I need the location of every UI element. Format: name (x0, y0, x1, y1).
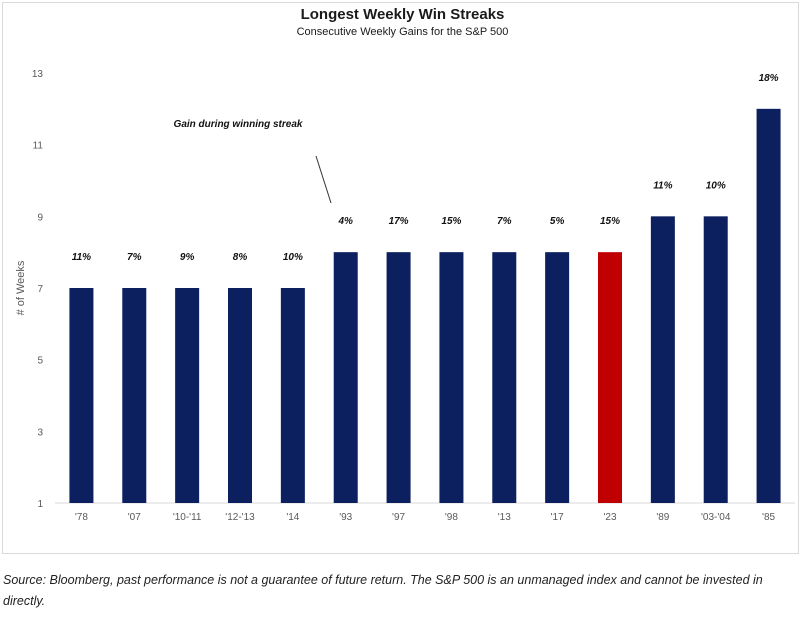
x-tick-label: '07 (128, 512, 141, 523)
data-label: 5% (550, 216, 565, 227)
bar (598, 252, 622, 503)
y-tick-label: 11 (33, 141, 44, 152)
data-label: 9% (180, 252, 195, 263)
annotation-text: Gain during winning streak (174, 119, 303, 130)
chart-title: Longest Weekly Win Streaks (300, 6, 505, 23)
x-tick-label: '10-'11 (173, 512, 202, 523)
bar (122, 288, 147, 503)
bar (69, 288, 94, 503)
x-tick-label: '13 (498, 512, 511, 523)
x-tick-label: '14 (286, 512, 299, 523)
y-axis-title: # of Weeks (15, 260, 27, 315)
bar (756, 108, 781, 503)
bar (703, 216, 728, 504)
x-tick-label: '93 (339, 512, 352, 523)
bar (439, 252, 464, 503)
x-tick-label: '78 (75, 512, 88, 523)
x-tick-label: '12-'13 (225, 512, 255, 523)
x-tick-label: '98 (445, 512, 458, 523)
data-label: 15% (441, 216, 461, 227)
annotation-leader-line (315, 155, 332, 204)
bar (175, 288, 200, 503)
x-tick-label: '85 (762, 512, 775, 523)
data-label: 7% (127, 252, 142, 263)
data-label: 18% (759, 73, 779, 84)
data-label: 15% (600, 216, 620, 227)
bar (545, 252, 570, 503)
bar (333, 252, 358, 503)
bar (386, 252, 411, 503)
y-tick-label: 9 (37, 212, 43, 223)
data-label: 4% (337, 216, 353, 227)
data-label: 11% (653, 180, 672, 191)
data-label: 17% (389, 216, 409, 227)
bar (650, 216, 675, 504)
source-note: Source: Bloomberg, past performance is n… (3, 573, 763, 608)
x-tick-label: '97 (392, 512, 405, 523)
data-label: 10% (283, 252, 303, 263)
y-tick-label: 3 (37, 427, 43, 438)
y-tick-label: 1 (37, 499, 43, 510)
bar (492, 252, 517, 503)
data-label: 8% (233, 252, 248, 263)
data-label: 10% (706, 180, 726, 191)
x-tick-label: '17 (551, 512, 564, 523)
x-tick-label: '23 (603, 512, 616, 523)
y-tick-label: 13 (32, 69, 44, 80)
bar (228, 288, 252, 503)
bar (280, 288, 305, 503)
x-tick-label: '03-'04 (701, 512, 731, 523)
y-tick-label: 7 (37, 284, 43, 295)
chart-subtitle: Consecutive Weekly Gains for the S&P 500 (296, 26, 509, 38)
x-tick-label: '89 (656, 512, 669, 523)
data-label: 11% (72, 252, 91, 263)
data-label: 7% (497, 216, 512, 227)
y-tick-label: 5 (37, 356, 43, 367)
